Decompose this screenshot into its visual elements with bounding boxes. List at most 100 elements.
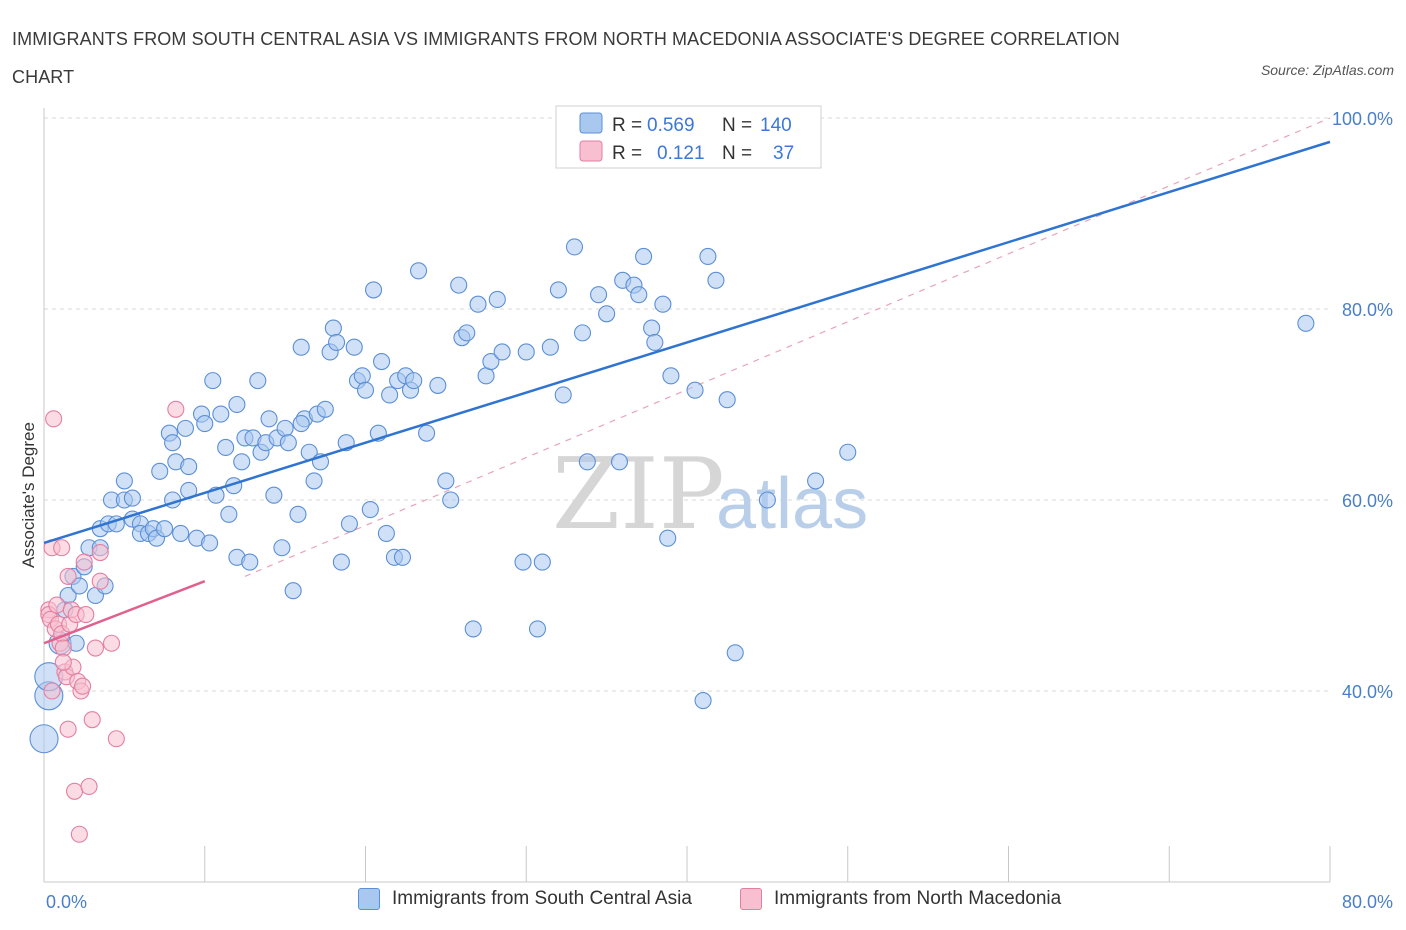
blue-point (554, 386, 572, 404)
blue-point (458, 324, 476, 342)
legend-swatch-blue (579, 112, 603, 134)
blue-point (220, 505, 238, 523)
legend-r-value-1: 0.569 (647, 115, 695, 136)
x-tick-labels: 0.0% 80.0% (46, 892, 1393, 912)
y-tick-label: 40.0% (1342, 682, 1393, 702)
x-ticks (204, 846, 1331, 882)
pink-point (91, 572, 109, 590)
blue-point (528, 620, 547, 638)
bottom-legend-label-south-central-asia: Immigrants from South Central Asia (392, 888, 692, 909)
blue-point (517, 343, 535, 361)
blue-point (565, 238, 584, 256)
blue-point (437, 472, 455, 490)
blue-point (686, 381, 704, 399)
blue-point (151, 462, 169, 480)
watermark-zip: ZIP (552, 438, 725, 552)
blue-point (429, 376, 447, 394)
blue-point (699, 247, 717, 266)
blue-point (164, 434, 182, 452)
pink-point (74, 677, 92, 695)
blue-point (549, 281, 567, 299)
legend-n-value-1: 140 (760, 115, 792, 136)
y-tick-labels: 100.0% 80.0% 60.0% 40.0% (1332, 109, 1393, 702)
blue-point (292, 415, 310, 433)
blue-point (217, 438, 235, 457)
watermark: ZIP atlas (552, 438, 868, 552)
blue-point (332, 553, 350, 571)
blue-point (361, 500, 379, 519)
blue-point (409, 262, 428, 280)
blue-point (469, 295, 487, 313)
y-axis-label: Associate's Degree (19, 422, 38, 568)
legend-r-value-2: 0.121 (657, 143, 705, 164)
blue-point (726, 644, 744, 662)
blue-point (241, 553, 259, 571)
blue-point (172, 524, 190, 542)
y-tick-label: 60.0% (1342, 491, 1393, 511)
blue-point (477, 367, 495, 385)
blue-point (180, 458, 198, 476)
blue-point (643, 319, 661, 337)
pink-point (59, 567, 77, 585)
blue-point (578, 453, 596, 471)
pink-point (102, 634, 121, 652)
pink-point (43, 682, 61, 700)
blue-point (289, 505, 307, 523)
blue-point (292, 338, 310, 356)
x-tick-label: 0.0% (46, 892, 87, 912)
blue-point (839, 443, 857, 461)
legend-box: R = 0.569 N = 140 R = 0.121 N = 37 (555, 105, 822, 169)
blue-point (630, 286, 648, 304)
blue-point (273, 539, 291, 557)
blue-point (635, 247, 653, 266)
trend-line-south-central-asia (43, 140, 1331, 545)
blue-point (694, 691, 712, 710)
legend-n-label-2: N = (722, 143, 752, 164)
blue-point (482, 352, 500, 371)
blue-point (807, 472, 825, 490)
blue-point (353, 367, 371, 385)
blue-point (450, 276, 468, 294)
chart-title: IMMIGRANTS FROM SOUTH CENTRAL ASIA VS IM… (12, 29, 1120, 87)
blue-point (381, 386, 399, 404)
blue-point (279, 434, 297, 452)
blue-point (493, 343, 511, 361)
pink-point (80, 777, 98, 796)
pink-point (53, 539, 71, 557)
pink-point (167, 400, 185, 418)
blue-point (228, 395, 246, 414)
blue-point (316, 400, 334, 418)
blue-point (305, 472, 323, 490)
series-south-central-asia-points (29, 238, 1315, 754)
blue-point (662, 367, 680, 385)
blue-point (115, 472, 133, 490)
blue-point (196, 415, 214, 433)
blue-point (464, 620, 482, 638)
chart-source: Source: ZipAtlas.com (1260, 62, 1394, 78)
watermark-atlas: atlas (716, 464, 868, 544)
blue-point (541, 338, 559, 356)
pink-point (45, 410, 63, 428)
blue-point (345, 338, 363, 356)
pink-point (65, 782, 84, 800)
pink-point (59, 720, 77, 738)
x-tick-label: 80.0% (1342, 892, 1393, 912)
pink-point (86, 639, 104, 657)
bottom-legend-swatch-pink (740, 888, 762, 910)
blue-point (707, 271, 725, 289)
legend-n-label-1: N = (722, 115, 752, 136)
blue-point (610, 453, 629, 471)
pink-point (77, 606, 95, 624)
blue-point (514, 553, 532, 571)
blue-point (758, 491, 776, 509)
blue-point (284, 582, 302, 600)
pink-point (48, 596, 66, 614)
y-tick-label: 100.0% (1332, 109, 1393, 129)
bottom-legend-item-north-macedonia: Immigrants from North Macedonia (740, 888, 1061, 910)
series-north-macedonia-points (40, 400, 185, 843)
pink-point (91, 543, 109, 562)
bottom-legend-item-south-central-asia: Immigrants from South Central Asia (358, 888, 692, 910)
legend-r-label-1: R = (612, 115, 642, 136)
reference-diagonal (244, 117, 1331, 577)
